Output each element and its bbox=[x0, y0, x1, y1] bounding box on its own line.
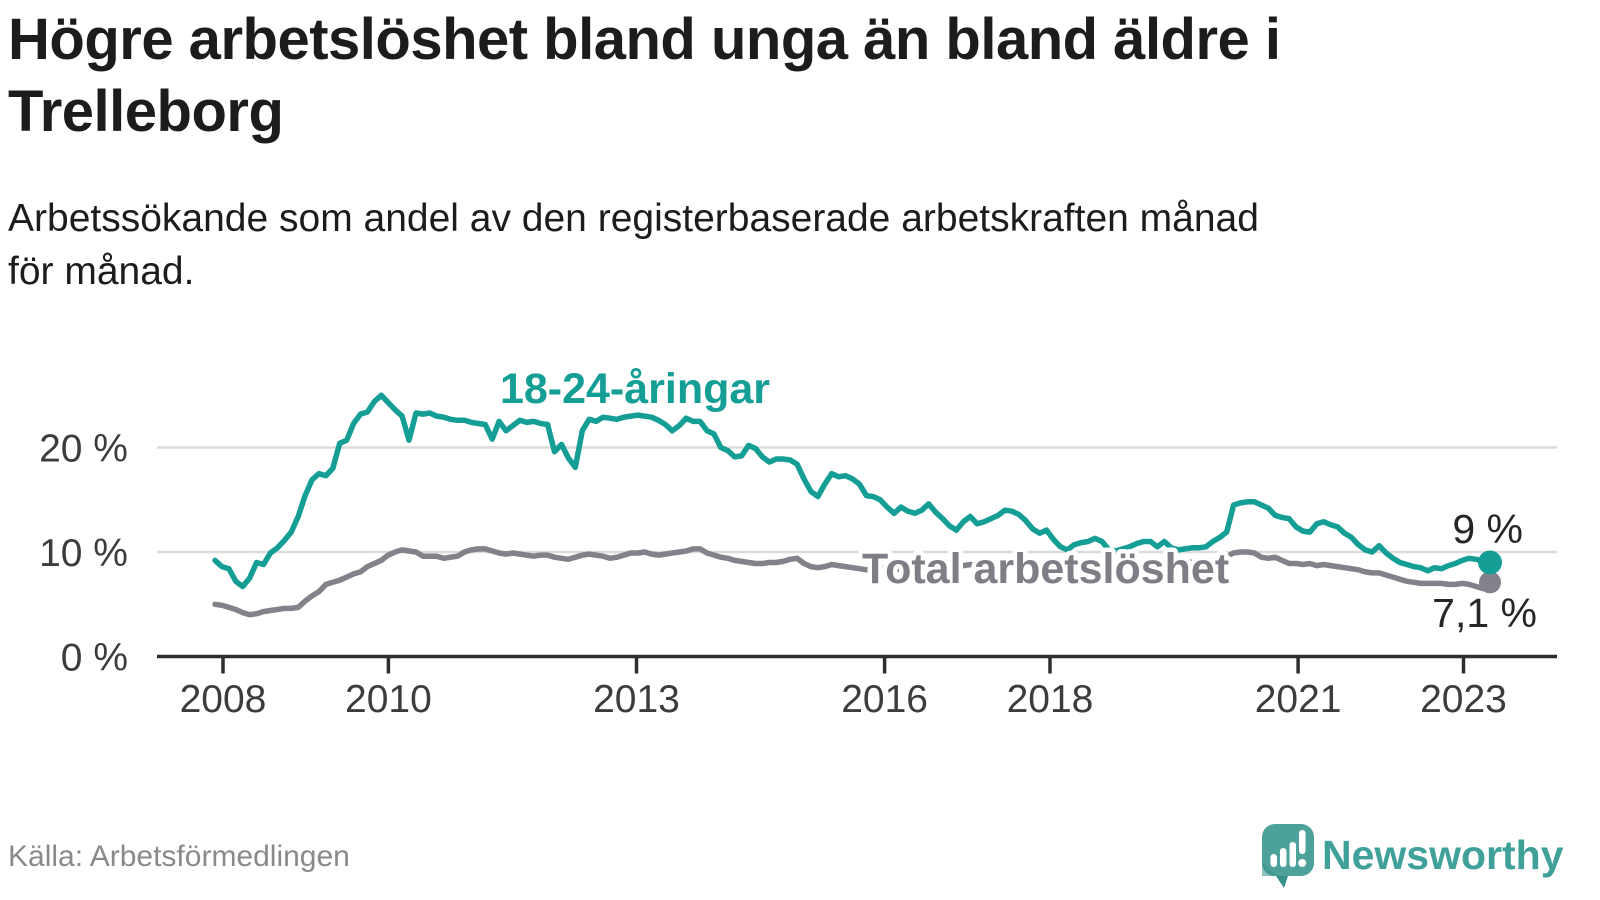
x-axis-label-2018: 2018 bbox=[1007, 678, 1094, 721]
x-axis-label-2008: 2008 bbox=[180, 678, 267, 721]
logo-bubble bbox=[1262, 824, 1314, 876]
series-label-youth: 18-24-åringar bbox=[500, 365, 770, 413]
page-title: Högre arbetslöshet bland unga än bland ä… bbox=[8, 4, 1588, 148]
x-axis-label-2023: 2023 bbox=[1420, 678, 1507, 721]
series-layer bbox=[212, 392, 1502, 618]
page-title-line-1: Högre arbetslöshet bland unga än bland ä… bbox=[8, 7, 1281, 72]
y-axis-label-0: 0 % bbox=[61, 637, 128, 680]
logo-exclamation-icon bbox=[1298, 830, 1307, 867]
page-title-line-2: Trelleborg bbox=[8, 79, 284, 144]
series-line-total bbox=[212, 546, 1493, 618]
logo-bubble-fold bbox=[1262, 862, 1276, 876]
x-axis-label-2013: 2013 bbox=[593, 678, 680, 721]
end-label-youth: 9 % bbox=[1452, 506, 1523, 552]
series-line-youth bbox=[212, 392, 1493, 590]
x-axis-label-2016: 2016 bbox=[841, 678, 928, 721]
brand-wordmark: Newsworthy bbox=[1322, 832, 1564, 878]
x-axis-label-2010: 2010 bbox=[345, 678, 432, 721]
y-axis-label-10: 10 % bbox=[39, 532, 128, 575]
series-end-dot-total bbox=[1479, 571, 1501, 594]
chart-subtitle-line-1: Arbetssökande som andel av den registerb… bbox=[8, 197, 1259, 240]
source-note: Källa: Arbetsförmedlingen bbox=[8, 840, 350, 873]
x-axis-label-2021: 2021 bbox=[1255, 678, 1342, 721]
axis-layer: 0 % 10 % 20 % 2008 2010 2013 2016 2018 2021 2023 bbox=[39, 428, 1557, 721]
y-axis-label-20: 20 % bbox=[39, 428, 128, 471]
series-end-dot-youth bbox=[1478, 550, 1502, 575]
end-label-total: 7,1 % bbox=[1432, 590, 1537, 636]
logo-bar-chart-icon bbox=[1270, 842, 1296, 867]
chart-subtitle: Arbetssökande som andel av den registerb… bbox=[8, 192, 1568, 298]
newsworthy-logo-icon bbox=[1262, 824, 1314, 888]
chart-subtitle-line-2: för månad. bbox=[8, 250, 195, 293]
series-label-total: Total arbetslöshet bbox=[862, 545, 1229, 593]
